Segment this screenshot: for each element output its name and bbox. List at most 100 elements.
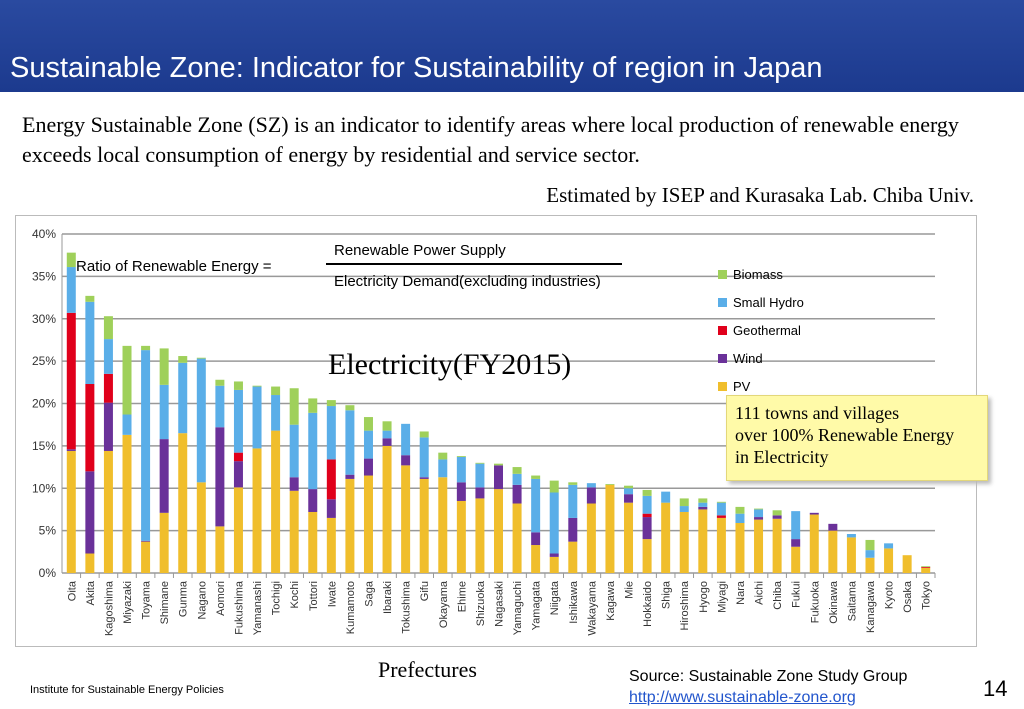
bar-segment-pv <box>66 450 76 573</box>
x-tick-label: Aomori <box>215 581 227 616</box>
bar-segment-biomass <box>215 379 225 386</box>
formula-numerator: Renewable Power Supply <box>334 242 506 259</box>
x-tick-label: Hyogo <box>698 581 710 613</box>
x-tick-label: Oita <box>66 580 78 601</box>
bar-segment-pv <box>754 519 764 573</box>
bar-segment-pv <box>419 478 429 573</box>
bar-segment-pv <box>865 557 875 573</box>
bar-segment-small-hydro <box>215 385 225 428</box>
bar-segment-biomass <box>772 510 782 516</box>
bar-segment-wind <box>624 494 634 503</box>
bar-segment-wind <box>419 477 429 479</box>
bar-segment-small-hydro <box>586 483 596 488</box>
bar-segment-biomass <box>456 456 466 457</box>
bar-segment-wind <box>85 471 95 554</box>
page-number: 14 <box>983 676 1008 701</box>
y-tick-label: 15% <box>32 439 56 453</box>
y-tick-label: 30% <box>32 312 56 326</box>
legend-item: PV <box>718 372 804 400</box>
bar-segment-biomass <box>178 356 188 363</box>
bar-segment-pv <box>605 484 615 573</box>
x-tick-label: Niigata <box>549 580 561 615</box>
bar-segment-small-hydro <box>103 339 113 374</box>
bar-segment-wind <box>642 517 652 540</box>
x-tick-label: Mie <box>624 581 636 599</box>
bar-segment-small-hydro <box>289 424 299 478</box>
bar-segment-biomass <box>735 506 745 514</box>
intro-text: Energy Sustainable Zone (SZ) is an indic… <box>22 112 959 167</box>
bar-segment-wind <box>363 458 373 476</box>
bar-segment-biomass <box>642 489 652 496</box>
estimated-by: Estimated by ISEP and Kurasaka Lab. Chib… <box>546 183 974 207</box>
bar-segment-biomass <box>865 539 875 551</box>
y-tick-label: 5% <box>39 524 57 538</box>
source: Source: Sustainable Zone Study Group htt… <box>629 666 907 708</box>
bar-segment-pv <box>85 553 95 573</box>
bar-segment-wind <box>308 489 318 512</box>
bar-segment-biomass <box>475 462 485 464</box>
bar-segment-small-hydro <box>642 495 652 514</box>
source-link[interactable]: http://www.sustainable-zone.org <box>629 689 856 706</box>
bar-segment-wind <box>233 461 243 488</box>
x-tick-label: Nagano <box>196 581 208 620</box>
x-tick-label: Kumamoto <box>345 581 357 634</box>
bar-segment-pv <box>196 482 206 573</box>
legend-swatch <box>718 297 727 307</box>
bar-segment-biomass <box>531 475 541 479</box>
bar-segment-biomass <box>512 467 522 474</box>
bar-segment-biomass <box>122 345 132 415</box>
legend-item: Wind <box>718 344 804 372</box>
bar-segment-wind <box>289 477 299 491</box>
bar-segment-pv <box>568 541 578 573</box>
bar-segment-pv <box>698 509 708 573</box>
bar-segment-wind <box>345 474 355 479</box>
bar-segment-small-hydro <box>233 389 243 453</box>
note-line: over 100% Renewable Energy <box>735 425 955 445</box>
x-tick-label: Shiga <box>661 580 673 609</box>
bar-segment-pv <box>438 477 448 573</box>
bar-segment-small-hydro <box>475 463 485 488</box>
bar-segment-pv <box>363 475 373 573</box>
bar-segment-pv <box>345 478 355 573</box>
bar-segment-small-hydro <box>679 506 689 512</box>
bar-segment-small-hydro <box>438 459 448 478</box>
bar-segment-pv <box>512 503 522 573</box>
x-tick-label: Gifu <box>419 581 431 601</box>
bar-segment-biomass <box>605 484 615 485</box>
bar-segment-biomass <box>233 381 243 390</box>
bar-segment-small-hydro <box>345 410 355 475</box>
bar-segment-wind <box>809 512 819 515</box>
bar-segment-small-hydro <box>178 362 188 434</box>
bar-segment-pv <box>902 555 912 573</box>
bar-segment-pv <box>549 556 559 573</box>
bar-segment-small-hydro <box>735 513 745 523</box>
bar-segment-small-hydro <box>196 358 206 483</box>
x-axis-label: Prefectures <box>378 657 477 682</box>
x-tick-label: Saga <box>363 580 375 607</box>
x-tick-label: Nara <box>735 580 747 605</box>
callout-note: 111 towns and villages over 100% Renewab… <box>726 395 988 481</box>
x-tick-label: Fukui <box>791 581 803 608</box>
y-tick-label: 0% <box>39 566 57 580</box>
formula-label: Ratio of Renewable Energy = <box>76 258 272 275</box>
x-tick-label: Tokushima <box>401 580 413 633</box>
bar-segment-pv <box>178 433 188 573</box>
slide-title: Sustainable Zone: Indicator for Sustaina… <box>10 52 823 84</box>
bar-segment-pv <box>103 450 113 573</box>
bar-segment-geothermal <box>103 373 113 403</box>
bar-segment-biomass <box>494 463 503 466</box>
x-tick-label: Ibaraki <box>382 581 394 614</box>
x-tick-label: Yamaguchi <box>512 581 524 635</box>
bar-segment-pv <box>846 537 856 573</box>
bar-segment-biomass <box>624 485 634 489</box>
bar-segment-wind <box>828 523 838 531</box>
bar-segment-pv <box>475 498 485 573</box>
bar-segment-geothermal <box>642 513 652 518</box>
bar-segment-small-hydro <box>122 414 132 435</box>
x-tick-label: Miyazaki <box>122 581 134 624</box>
overlay-title: Electricity(FY2015) <box>328 348 572 381</box>
legend-item: Small Hydro <box>718 288 804 316</box>
bar-segment-pv <box>382 445 392 573</box>
bar-segment-pv <box>494 489 503 573</box>
